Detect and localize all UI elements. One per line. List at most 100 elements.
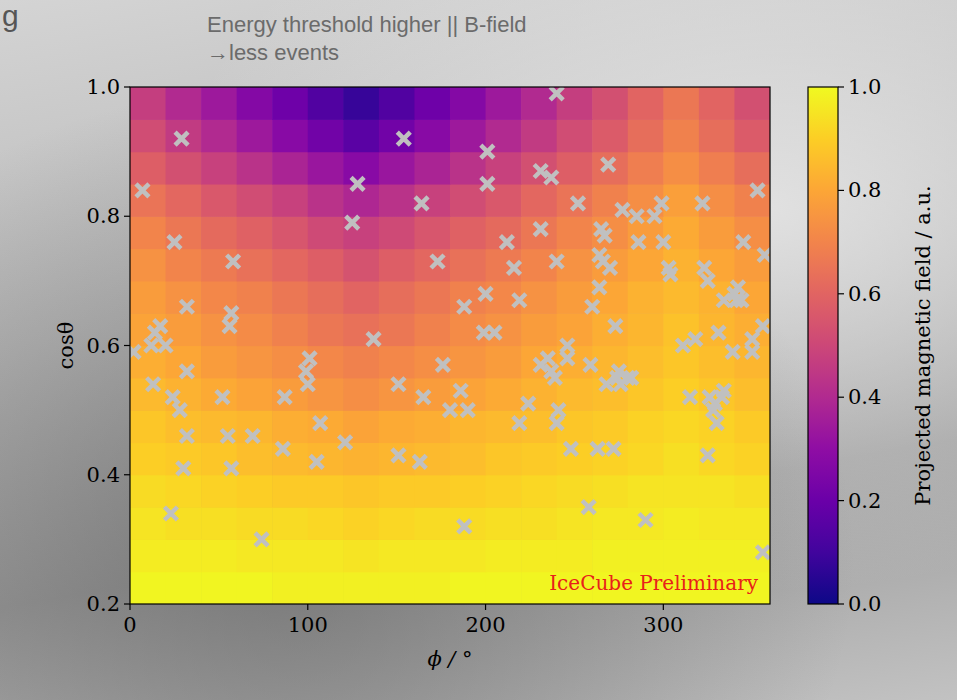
scatter-point (136, 184, 149, 197)
heatmap-cell (628, 539, 664, 572)
heatmap-cell (734, 313, 770, 346)
heatmap-cell (343, 119, 379, 152)
x-tick (663, 604, 664, 610)
x-tick (485, 604, 486, 610)
heatmap-cell (272, 442, 308, 475)
heatmap-cell (628, 152, 664, 185)
plot-frame (130, 87, 770, 604)
colorbar-tick (838, 397, 844, 398)
scatter-point (591, 442, 604, 455)
heatmap-cell (734, 216, 770, 249)
y-tick-label: 1.0 (87, 75, 120, 99)
heatmap-cell (379, 507, 415, 540)
heatmap-cell (450, 442, 486, 475)
heatmap-cell (414, 539, 450, 572)
heatmap-cell (450, 87, 486, 120)
heatmap-cell (486, 572, 522, 604)
heatmap-cell (414, 475, 450, 508)
scatter-point (561, 339, 574, 352)
heatmap-cell (450, 346, 486, 379)
heatmap-cell (734, 119, 770, 152)
heatmap-cell (414, 281, 450, 314)
heatmap-cell (201, 87, 237, 120)
heatmap-cell (343, 313, 379, 346)
scatter-point (130, 345, 140, 358)
scatter-point (545, 171, 558, 184)
heatmap-cell (486, 442, 522, 475)
heatmap-cell (272, 87, 308, 120)
heatmap-cell (521, 152, 557, 185)
heatmap-cell (557, 152, 593, 185)
y-tick (124, 216, 130, 217)
preliminary-label: IceCube Preliminary (549, 571, 758, 595)
heatmap-cell (201, 313, 237, 346)
colorbar-tick (838, 190, 844, 191)
heatmap-cell (663, 216, 699, 249)
heatmap-cell (734, 475, 770, 508)
heatmap-cell (166, 572, 202, 604)
heatmap-cell (379, 475, 415, 508)
heatmap-cell (486, 249, 522, 282)
heatmap-cell (521, 539, 557, 572)
heatmap-cell (592, 249, 628, 282)
heatmap-cell (628, 475, 664, 508)
heatmap-cell (734, 87, 770, 120)
scatter-point (431, 255, 444, 268)
heatmap-cell (343, 378, 379, 411)
heatmap-cell (379, 313, 415, 346)
scatter-point (444, 404, 457, 417)
heatmap-cell (201, 119, 237, 152)
colorbar-tick (838, 603, 844, 604)
heatmap-cell (237, 216, 273, 249)
heatmap-cell (557, 87, 593, 120)
heatmap-cell (414, 249, 450, 282)
heatmap-cell (734, 152, 770, 185)
heatmap-cell (343, 475, 379, 508)
heatmap-cell (166, 87, 202, 120)
heatmap-cell (343, 281, 379, 314)
heatmap-cell (628, 119, 664, 152)
heatmap-cell (450, 216, 486, 249)
scatter-point (166, 391, 179, 404)
y-tick (124, 345, 130, 346)
heatmap-cell (734, 410, 770, 443)
scatter-point (417, 391, 430, 404)
heatmap-cell (379, 378, 415, 411)
heatmap-cell (308, 216, 344, 249)
scatter-point (751, 184, 764, 197)
scatter-point (728, 287, 741, 300)
heatmap-cell (166, 281, 202, 314)
scatter-point (616, 203, 629, 216)
x-tick-label: 100 (288, 613, 328, 637)
scatter-point (168, 236, 181, 249)
scatter-point (147, 378, 160, 391)
heatmap-cell (521, 313, 557, 346)
scatter-point (550, 417, 563, 430)
heatmap-cell (663, 152, 699, 185)
heatmap-cell (557, 216, 593, 249)
scatter-point (461, 404, 474, 417)
scatter-point (413, 455, 426, 468)
heatmap-cell (379, 281, 415, 314)
scatter-point (392, 449, 405, 462)
scatter-point (604, 261, 617, 274)
scatter-point (458, 300, 471, 313)
heatmap-cell (663, 410, 699, 443)
scatter-point (180, 365, 193, 378)
heatmap-cell (308, 87, 344, 120)
heatmap-cell (237, 410, 273, 443)
y-tick (124, 474, 130, 475)
heatmap-cell (521, 216, 557, 249)
heatmap-cell (699, 152, 735, 185)
scatter-point (479, 287, 492, 300)
heatmap-cell (414, 346, 450, 379)
heatmap-cell (379, 410, 415, 443)
heatmap-cell (628, 442, 664, 475)
heatmap-cell (521, 119, 557, 152)
scatter-point (584, 358, 597, 371)
heatmap-cell (592, 184, 628, 217)
heatmap-cell (343, 216, 379, 249)
heatmap-cell (237, 119, 273, 152)
heatmap-cell (486, 216, 522, 249)
scatter-point (737, 236, 750, 249)
